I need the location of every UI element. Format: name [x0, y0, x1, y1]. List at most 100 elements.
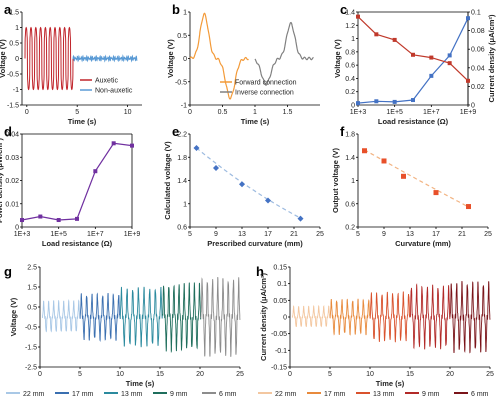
legend-label-a: Non-auxetic	[95, 88, 133, 95]
legend-label-g: 6 mm	[219, 391, 237, 398]
x-tick-label-e: 17	[264, 231, 272, 238]
data-point-c	[392, 37, 397, 42]
y-tick-label-f: 0.6	[345, 201, 355, 208]
x-tick-label-c: 1E+7	[423, 109, 440, 116]
y-tick-label-right-c: 0	[471, 103, 475, 110]
y-axis-label-b: Voltage (V)	[166, 39, 175, 78]
x-tick-label-g: 20	[196, 371, 204, 378]
y-tick-label-d: 0.03	[5, 155, 19, 162]
y-tick-label-right-c: 0.08	[471, 28, 485, 35]
y-tick-label-h: -0.15	[271, 365, 287, 372]
y-tick-label-c: 1.2	[345, 23, 355, 30]
x-axis-label-b: Time (s)	[241, 117, 270, 126]
series-line-h-13mm	[369, 291, 411, 343]
x-tick-label-g: 5	[78, 371, 82, 378]
y-tick-label-c: 0.4	[345, 76, 355, 83]
legend-label-h: 17 mm	[324, 391, 346, 398]
y-tick-label-b: -0.5	[175, 79, 187, 86]
legend-label-a: Auxetic	[95, 78, 118, 85]
x-axis-label-e: Prescribed curvature (mm)	[207, 239, 303, 248]
y-tick-label-g: -2.5	[25, 365, 37, 372]
data-point-e	[265, 197, 271, 204]
data-point-f	[362, 148, 367, 154]
y-tick-label-a: 1	[15, 25, 19, 32]
legend-label-g: 13 mm	[121, 391, 143, 398]
y-tick-label-c: 0.6	[345, 63, 355, 70]
x-tick-label-d: 1E+5	[50, 231, 67, 238]
legend-label-g: 22 mm	[23, 391, 45, 398]
y-axis-label-c: Voltage (V)	[333, 39, 342, 78]
y-tick-label-c: 1.4	[345, 10, 355, 17]
data-point-c	[411, 98, 415, 103]
legend-label-h: 9 mm	[422, 391, 440, 398]
x-tick-label-f: 21	[458, 231, 466, 238]
x-tick-label-a: 10	[124, 109, 132, 116]
data-point-c	[374, 99, 379, 104]
panel-label-b: b	[172, 2, 180, 17]
x-tick-label-d: 1E+7	[87, 231, 104, 238]
y-tick-label-a: 1.5	[9, 10, 19, 17]
y-tick-label-a: -0.5	[7, 72, 19, 79]
data-point-d	[75, 216, 79, 221]
x-tick-label-g: 15	[156, 371, 164, 378]
x-tick-label-a: 0	[25, 109, 29, 116]
y-tick-label-b: 1	[183, 10, 187, 17]
panel-label-g: g	[4, 264, 12, 279]
data-point-e	[297, 215, 304, 222]
y-tick-label-right-c: 0.1	[471, 10, 481, 17]
series-line-g-22mm	[41, 299, 81, 333]
y-tick-label-d: 0.01	[5, 201, 19, 208]
x-axis-label-h: Time (s)	[376, 379, 405, 388]
series-line-d	[21, 142, 133, 221]
y-tick-label-b: 0	[183, 56, 187, 63]
data-point-c	[356, 101, 360, 106]
x-tick-label-c: 1E+5	[386, 109, 403, 116]
x-tick-label-b: 0	[188, 109, 192, 116]
data-point-c	[374, 32, 379, 37]
panel-label-f: f	[340, 124, 345, 139]
x-tick-label-h: 20	[446, 371, 454, 378]
x-tick-label-f: 9	[382, 231, 386, 238]
trend-line-f	[364, 149, 469, 208]
x-tick-label-g: 10	[116, 371, 124, 378]
panel-label-a: a	[4, 2, 12, 17]
y-tick-label-f: 1.8	[345, 132, 355, 139]
trend-line-e	[196, 147, 301, 219]
y-tick-label-h: -0.05	[271, 331, 287, 338]
y-tick-label-f: 1.4	[345, 155, 355, 162]
series-line-a-non-auxetic	[72, 54, 138, 63]
series-line-h-9mm	[409, 283, 451, 350]
y-tick-label-c: 1	[351, 36, 355, 43]
legend-label-b: Inverse connection	[235, 90, 294, 97]
y-tick-label-a: 0.5	[9, 41, 19, 48]
y-tick-label-right-c: 0.02	[471, 84, 485, 91]
series-line-c-voltage	[357, 17, 469, 104]
x-tick-label-h: 15	[406, 371, 414, 378]
series-line-b-forward	[189, 12, 249, 100]
x-tick-label-f: 17	[432, 231, 440, 238]
x-tick-label-b: 0.5	[218, 109, 228, 116]
data-point-c	[447, 53, 452, 58]
x-tick-label-f: 13	[406, 231, 414, 238]
x-axis-label-c: Load resistance (Ω)	[378, 117, 449, 126]
y-tick-label-e: 1.4	[177, 178, 187, 185]
x-axis-label-a: Time (s)	[68, 117, 97, 126]
y-tick-label-h: -0.1	[275, 348, 287, 355]
y-tick-label-right-c: 0.06	[471, 47, 485, 54]
data-point-d	[93, 169, 98, 174]
data-point-d	[130, 143, 134, 148]
x-tick-label-h: 25	[486, 371, 494, 378]
series-line-h-22mm	[291, 304, 331, 328]
y-tick-label-b: 0.5	[177, 33, 187, 40]
panel-label-c: c	[340, 2, 347, 17]
y-tick-label-f: 0.2	[345, 225, 355, 232]
y-tick-label-right-c: 0.04	[471, 65, 485, 72]
y-tick-label-h: 0	[283, 315, 287, 322]
y-tick-label-h: 0.15	[273, 265, 287, 272]
y-tick-label-d: 0	[15, 225, 19, 232]
y-tick-label-c: 0.8	[345, 49, 355, 56]
x-tick-label-e: 13	[238, 231, 246, 238]
panel-label-d: d	[4, 124, 12, 139]
data-point-c	[466, 16, 470, 21]
